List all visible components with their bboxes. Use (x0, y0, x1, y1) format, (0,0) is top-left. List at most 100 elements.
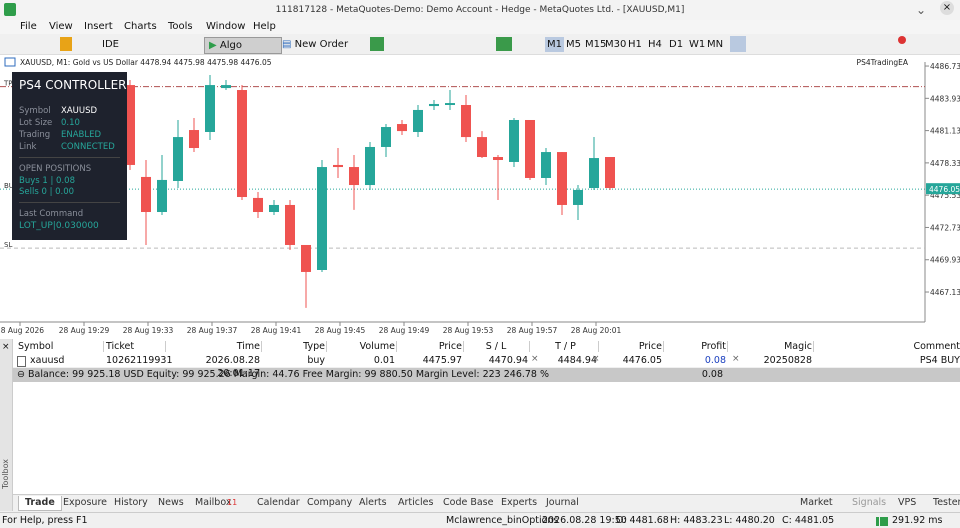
toolbox-close[interactable]: × (2, 342, 10, 352)
column-header[interactable]: Magic (784, 341, 812, 352)
column-header[interactable]: Symbol (18, 341, 54, 352)
bottom-tab[interactable]: Exposure (63, 497, 107, 508)
table-cell: 0.01 (373, 355, 395, 366)
bottom-tab[interactable]: News (158, 497, 184, 508)
time-tick-label: 28 Aug 20:01 (571, 326, 622, 335)
autoscroll-icon[interactable] (496, 37, 512, 51)
candle-body (173, 137, 183, 181)
bottom-tab[interactable]: Trade (18, 496, 62, 511)
column-header[interactable]: Volume (359, 341, 395, 352)
bottom-tab[interactable]: Code Base (443, 497, 494, 508)
price-tick-label: 4478.33 (930, 159, 960, 168)
chart-bars-icon[interactable] (370, 37, 384, 51)
panel-tab[interactable]: Signals (852, 497, 887, 508)
panel-tab[interactable]: Market (800, 497, 833, 508)
column-header[interactable]: Time (236, 341, 260, 352)
menu-item[interactable]: View (49, 21, 73, 32)
algo-trading-button[interactable]: ▶ Algo Trading (204, 37, 282, 66)
candle-body (397, 124, 407, 132)
price-chart: XAUUSD, M1: Gold vs US Dollar 4478.94 44… (0, 57, 960, 335)
status-bar: For Help, press F1 Mclawrence_binOptions 2… (0, 512, 960, 528)
timeframe-button[interactable]: M5 (566, 39, 581, 50)
candle-body (285, 204, 295, 245)
app-icon (4, 3, 16, 16)
timeframe-button[interactable]: H1 (628, 39, 642, 50)
menu-item[interactable]: File (20, 21, 37, 32)
candle-body (429, 103, 439, 107)
close-x[interactable]: × (732, 354, 740, 364)
candle-body (253, 197, 263, 213)
bottom-tab[interactable]: Mailbox (195, 497, 232, 508)
candle-body (189, 130, 199, 149)
timeframe-button[interactable]: M15 (585, 39, 607, 50)
panel-tab[interactable]: VPS (898, 497, 917, 508)
price-tick-label: 4481.13 (930, 127, 960, 136)
column-separator (103, 341, 104, 352)
timeframe-button[interactable]: M1 (545, 37, 564, 52)
panel-value: ENABLED (61, 130, 102, 140)
time-tick-label: 28 Aug 19:57 (507, 326, 558, 335)
status-field: 291.92 ms (892, 515, 943, 526)
bottom-tab[interactable]: Calendar (257, 497, 300, 508)
mailbox-badge: 11 (227, 498, 238, 507)
candle-body (525, 119, 535, 178)
bottom-tab[interactable]: Experts (501, 497, 538, 508)
menu-item[interactable]: Window (206, 21, 246, 32)
market-icon[interactable] (60, 37, 72, 51)
column-header[interactable]: Ticket (106, 341, 135, 352)
column-header[interactable]: S / L (485, 341, 507, 352)
bottom-tab[interactable]: History (114, 497, 148, 508)
close-x[interactable]: × (531, 354, 539, 364)
candle-body (413, 109, 423, 132)
status-field: For Help, press F1 (2, 515, 88, 526)
timeframe-button[interactable]: MN (707, 39, 724, 50)
column-header[interactable]: Price (638, 341, 662, 352)
close-button[interactable]: × (940, 1, 954, 15)
column-header[interactable]: T / P (555, 341, 576, 352)
bottom-tab[interactable]: Alerts (359, 497, 387, 508)
close-x[interactable]: × (592, 354, 600, 364)
panel-label: Link (19, 142, 37, 152)
time-tick-label: 28 Aug 19:41 (251, 326, 302, 335)
menu-item[interactable]: Tools (168, 21, 193, 32)
bottom-tab[interactable]: Articles (398, 497, 434, 508)
timeframe-button[interactable]: M30 (605, 39, 627, 50)
balance-value: Balance: 99 925.18 USD Equity: 99 925.26… (27, 369, 550, 380)
timeframe-button[interactable]: W1 (689, 39, 706, 50)
candle-body (477, 137, 487, 158)
menu-item[interactable]: Help (253, 21, 276, 32)
bid-label: 4476.05 (929, 185, 960, 194)
column-header[interactable]: Profit (701, 341, 726, 352)
tab-bar (13, 494, 960, 512)
panel-label: Trading (19, 130, 51, 140)
ide-button[interactable]: IDE (102, 39, 119, 50)
bottom-tab[interactable]: Company (307, 497, 353, 508)
candle-body (589, 158, 599, 189)
candle-body (333, 164, 343, 168)
position-icon (17, 356, 26, 367)
timeframe-button[interactable]: D1 (669, 39, 684, 50)
panel-divider (19, 157, 120, 158)
minimize-button[interactable]: ⌄ (916, 3, 927, 17)
menu-item[interactable]: Insert (84, 21, 113, 32)
level-label: BU (4, 182, 14, 190)
candle-body (237, 90, 247, 198)
menu-item[interactable]: Charts (124, 21, 157, 32)
cursor-tool[interactable] (730, 36, 746, 52)
price-tick-label: 4467.13 (930, 288, 960, 297)
candle-body (365, 146, 375, 186)
bottom-tab[interactable]: Journal (546, 497, 579, 508)
candle-body (605, 157, 615, 189)
table-cell: 4484.94 (557, 355, 597, 366)
column-header[interactable]: Type (303, 341, 325, 352)
timeframe-button[interactable]: H4 (648, 39, 662, 50)
column-header[interactable]: Price (438, 341, 462, 352)
new-order-label: New Order (294, 39, 349, 50)
column-header[interactable]: Comment (913, 341, 960, 352)
table-cell: 10262119931 (106, 355, 173, 366)
table-cell: PS4 BUY (919, 355, 960, 366)
status-field: C: 4481.05 (782, 515, 835, 526)
new-order-button[interactable]: ▤ New Order (282, 39, 349, 50)
panel-tab[interactable]: Tester (933, 497, 960, 508)
